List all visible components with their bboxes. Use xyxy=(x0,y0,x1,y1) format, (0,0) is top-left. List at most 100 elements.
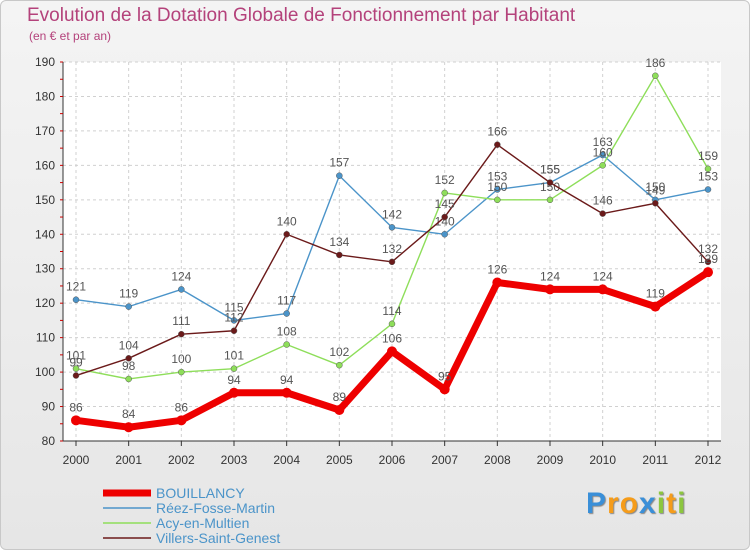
legend-label: Réez-Fosse-Martin xyxy=(156,500,275,516)
data-label: 100 xyxy=(171,352,191,366)
logo-letter: o xyxy=(619,487,640,520)
x-tick-label: 2011 xyxy=(642,453,668,467)
data-point xyxy=(652,200,659,207)
logo-letter: i xyxy=(656,487,667,520)
data-label: 150 xyxy=(487,180,507,194)
data-label: 159 xyxy=(698,149,718,163)
legend-label: Acy-en-Multien xyxy=(156,515,249,531)
data-label: 150 xyxy=(645,180,665,194)
data-label: 140 xyxy=(435,214,455,228)
data-point xyxy=(439,384,450,395)
data-label: 129 xyxy=(698,252,718,266)
data-label: 115 xyxy=(224,300,243,314)
data-point xyxy=(230,317,238,324)
x-tick-label: 2001 xyxy=(115,453,142,467)
data-point xyxy=(125,355,132,362)
data-label: 155 xyxy=(540,163,560,177)
x-tick-label: 2002 xyxy=(168,453,195,467)
data-point xyxy=(336,361,343,369)
data-label: 94 xyxy=(280,373,294,387)
y-tick-label: 120 xyxy=(35,296,55,310)
data-point xyxy=(230,327,238,334)
data-label: 134 xyxy=(329,235,349,249)
data-label: 102 xyxy=(329,345,349,359)
data-point xyxy=(178,286,185,293)
data-point xyxy=(72,372,80,379)
plot-area xyxy=(63,62,721,441)
data-label: 119 xyxy=(119,287,138,301)
data-point xyxy=(494,141,501,148)
data-point xyxy=(546,179,554,186)
logo-letter: P xyxy=(586,487,608,520)
data-point xyxy=(703,267,713,278)
data-point xyxy=(704,258,712,266)
logo-letter: t xyxy=(666,487,678,520)
data-point xyxy=(704,186,712,193)
data-point xyxy=(388,224,396,231)
data-point xyxy=(283,231,290,238)
logo-letter: r xyxy=(607,487,620,520)
y-tick-label: 150 xyxy=(35,193,55,207)
data-label: 157 xyxy=(329,156,349,170)
x-tick-label: 2012 xyxy=(695,453,722,467)
y-tick-label: 90 xyxy=(42,400,56,414)
data-label: 101 xyxy=(66,349,86,363)
data-label: 84 xyxy=(122,407,136,421)
data-point xyxy=(125,375,132,383)
chart-subtitle: (en € et par an) xyxy=(29,29,112,43)
data-point xyxy=(546,196,554,204)
data-point xyxy=(283,341,290,348)
x-tick-label: 2008 xyxy=(484,453,511,467)
data-label: 98 xyxy=(122,359,136,373)
data-point xyxy=(71,415,81,426)
data-point xyxy=(599,151,606,159)
data-label: 108 xyxy=(277,325,297,339)
data-label: 99 xyxy=(69,356,83,370)
data-label: 166 xyxy=(487,125,507,139)
y-tick-label: 190 xyxy=(35,55,55,69)
data-label: 95 xyxy=(438,369,452,383)
x-tick-label: 2003 xyxy=(221,453,248,467)
data-point xyxy=(125,303,132,310)
data-label: 106 xyxy=(382,331,402,345)
data-label: 86 xyxy=(175,400,189,414)
data-label: 132 xyxy=(698,242,718,256)
data-point xyxy=(230,365,238,372)
data-label: 153 xyxy=(698,169,718,183)
data-point xyxy=(72,365,80,372)
legend-label: BOUILLANCY xyxy=(156,485,245,501)
data-point xyxy=(441,189,448,197)
data-point xyxy=(388,258,396,266)
x-tick-label: 2000 xyxy=(63,453,90,467)
data-point xyxy=(441,231,448,238)
data-point xyxy=(545,284,555,295)
data-point xyxy=(597,284,608,295)
x-tick-label: 2009 xyxy=(537,453,564,467)
data-label: 140 xyxy=(277,214,297,228)
y-tick-label: 110 xyxy=(36,331,55,345)
data-label: 89 xyxy=(333,390,347,404)
data-label: 153 xyxy=(487,169,507,183)
y-tick-label: 180 xyxy=(35,89,55,103)
data-label: 163 xyxy=(593,135,613,149)
y-tick-label: 140 xyxy=(35,227,55,241)
data-label: 152 xyxy=(435,173,455,187)
x-tick-label: 2010 xyxy=(589,453,616,467)
data-point xyxy=(72,296,80,303)
data-label: 150 xyxy=(540,180,560,194)
data-point xyxy=(281,387,292,398)
data-point xyxy=(334,404,345,415)
data-label: 111 xyxy=(172,314,191,328)
data-point xyxy=(441,213,448,221)
x-tick-label: 2007 xyxy=(431,453,458,467)
data-point xyxy=(388,320,396,328)
data-label: 119 xyxy=(646,287,665,301)
data-point xyxy=(650,301,661,312)
data-label: 126 xyxy=(487,263,507,277)
data-point xyxy=(283,310,290,317)
data-point xyxy=(387,346,397,357)
data-label: 146 xyxy=(593,194,613,208)
data-point xyxy=(178,330,185,338)
